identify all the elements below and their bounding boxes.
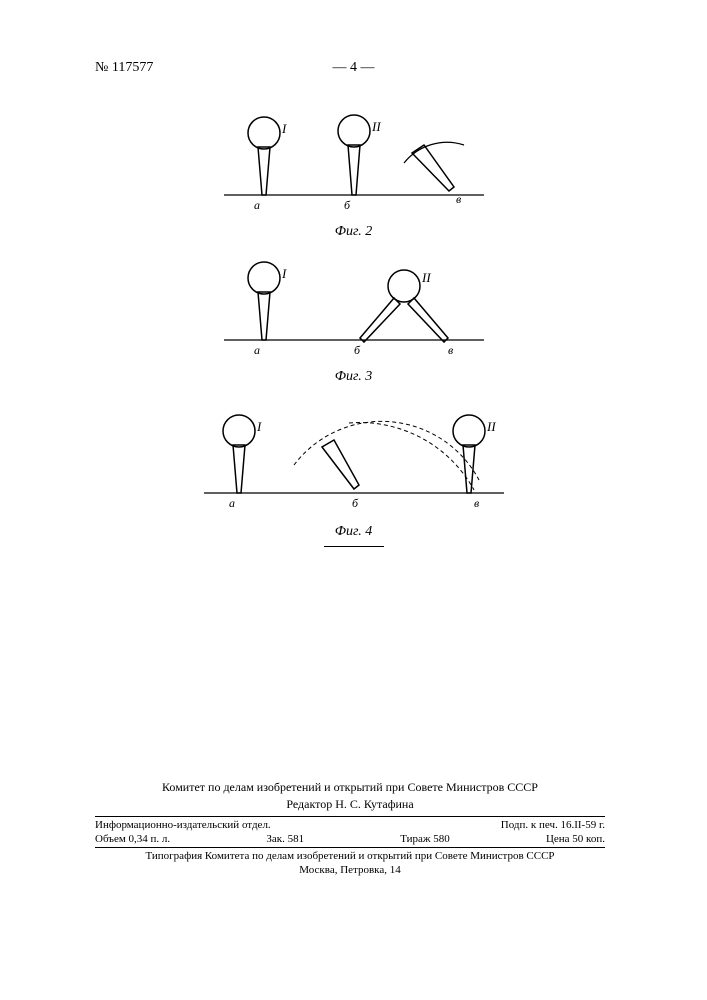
svg-text:а: а [229,496,235,510]
svg-text:а: а [254,198,260,212]
svg-text:I: I [256,419,262,434]
svg-text:I: I [281,121,287,136]
pub-order: Зак. 581 [266,833,304,845]
figure-separator [324,546,384,547]
figure-4: I а б II в Фиг. 4 [184,385,524,547]
figure-3-caption: Фиг. 3 [204,369,504,385]
figure-3: I а II б в Фиг. 3 [204,240,504,385]
editor-line: Редактор Н. С. Кутафина [95,797,605,812]
figure-2: I а II б в Фиг. 2 [204,95,504,240]
pub-price: Цена 50 коп. [546,833,605,845]
footer-rule-1 [95,816,605,817]
typography-line-1: Типография Комитета по делам изобретений… [95,850,605,862]
footer-block: Комитет по делам изобретений и открытий … [95,780,605,876]
footer-rule-2 [95,847,605,848]
svg-text:в: в [456,192,461,206]
svg-text:II: II [486,419,496,434]
figure-4-svg: I а б II в [184,385,524,515]
pub-dept: Информационно-издательский отдел. [95,819,271,831]
svg-text:б: б [344,198,351,212]
figure-2-svg: I а II б в [204,95,504,215]
pub-tirage: Тираж 580 [400,833,450,845]
svg-text:б: б [354,343,361,357]
document-number: № 117577 [95,60,153,76]
pub-row-1: Информационно-издательский отдел. Подп. … [95,819,605,831]
pub-row-2: Объем 0,34 п. л. Зак. 581 Тираж 580 Цена… [95,833,605,845]
committee-line: Комитет по делам изобретений и открытий … [95,780,605,795]
svg-text:в: в [474,496,479,510]
figure-3-svg: I а II б в [204,240,504,360]
svg-text:II: II [421,270,431,285]
pub-date: Подп. к печ. 16.II-59 г. [501,819,605,831]
page-number: — 4 — [333,60,375,76]
svg-text:II: II [371,119,381,134]
svg-text:б: б [352,496,359,510]
pub-volume: Объем 0,34 п. л. [95,833,170,845]
svg-text:I: I [281,266,287,281]
figure-2-caption: Фиг. 2 [204,224,504,240]
svg-text:а: а [254,343,260,357]
typography-line-2: Москва, Петровка, 14 [95,864,605,876]
figure-4-caption: Фиг. 4 [184,524,524,540]
svg-text:в: в [448,343,453,357]
